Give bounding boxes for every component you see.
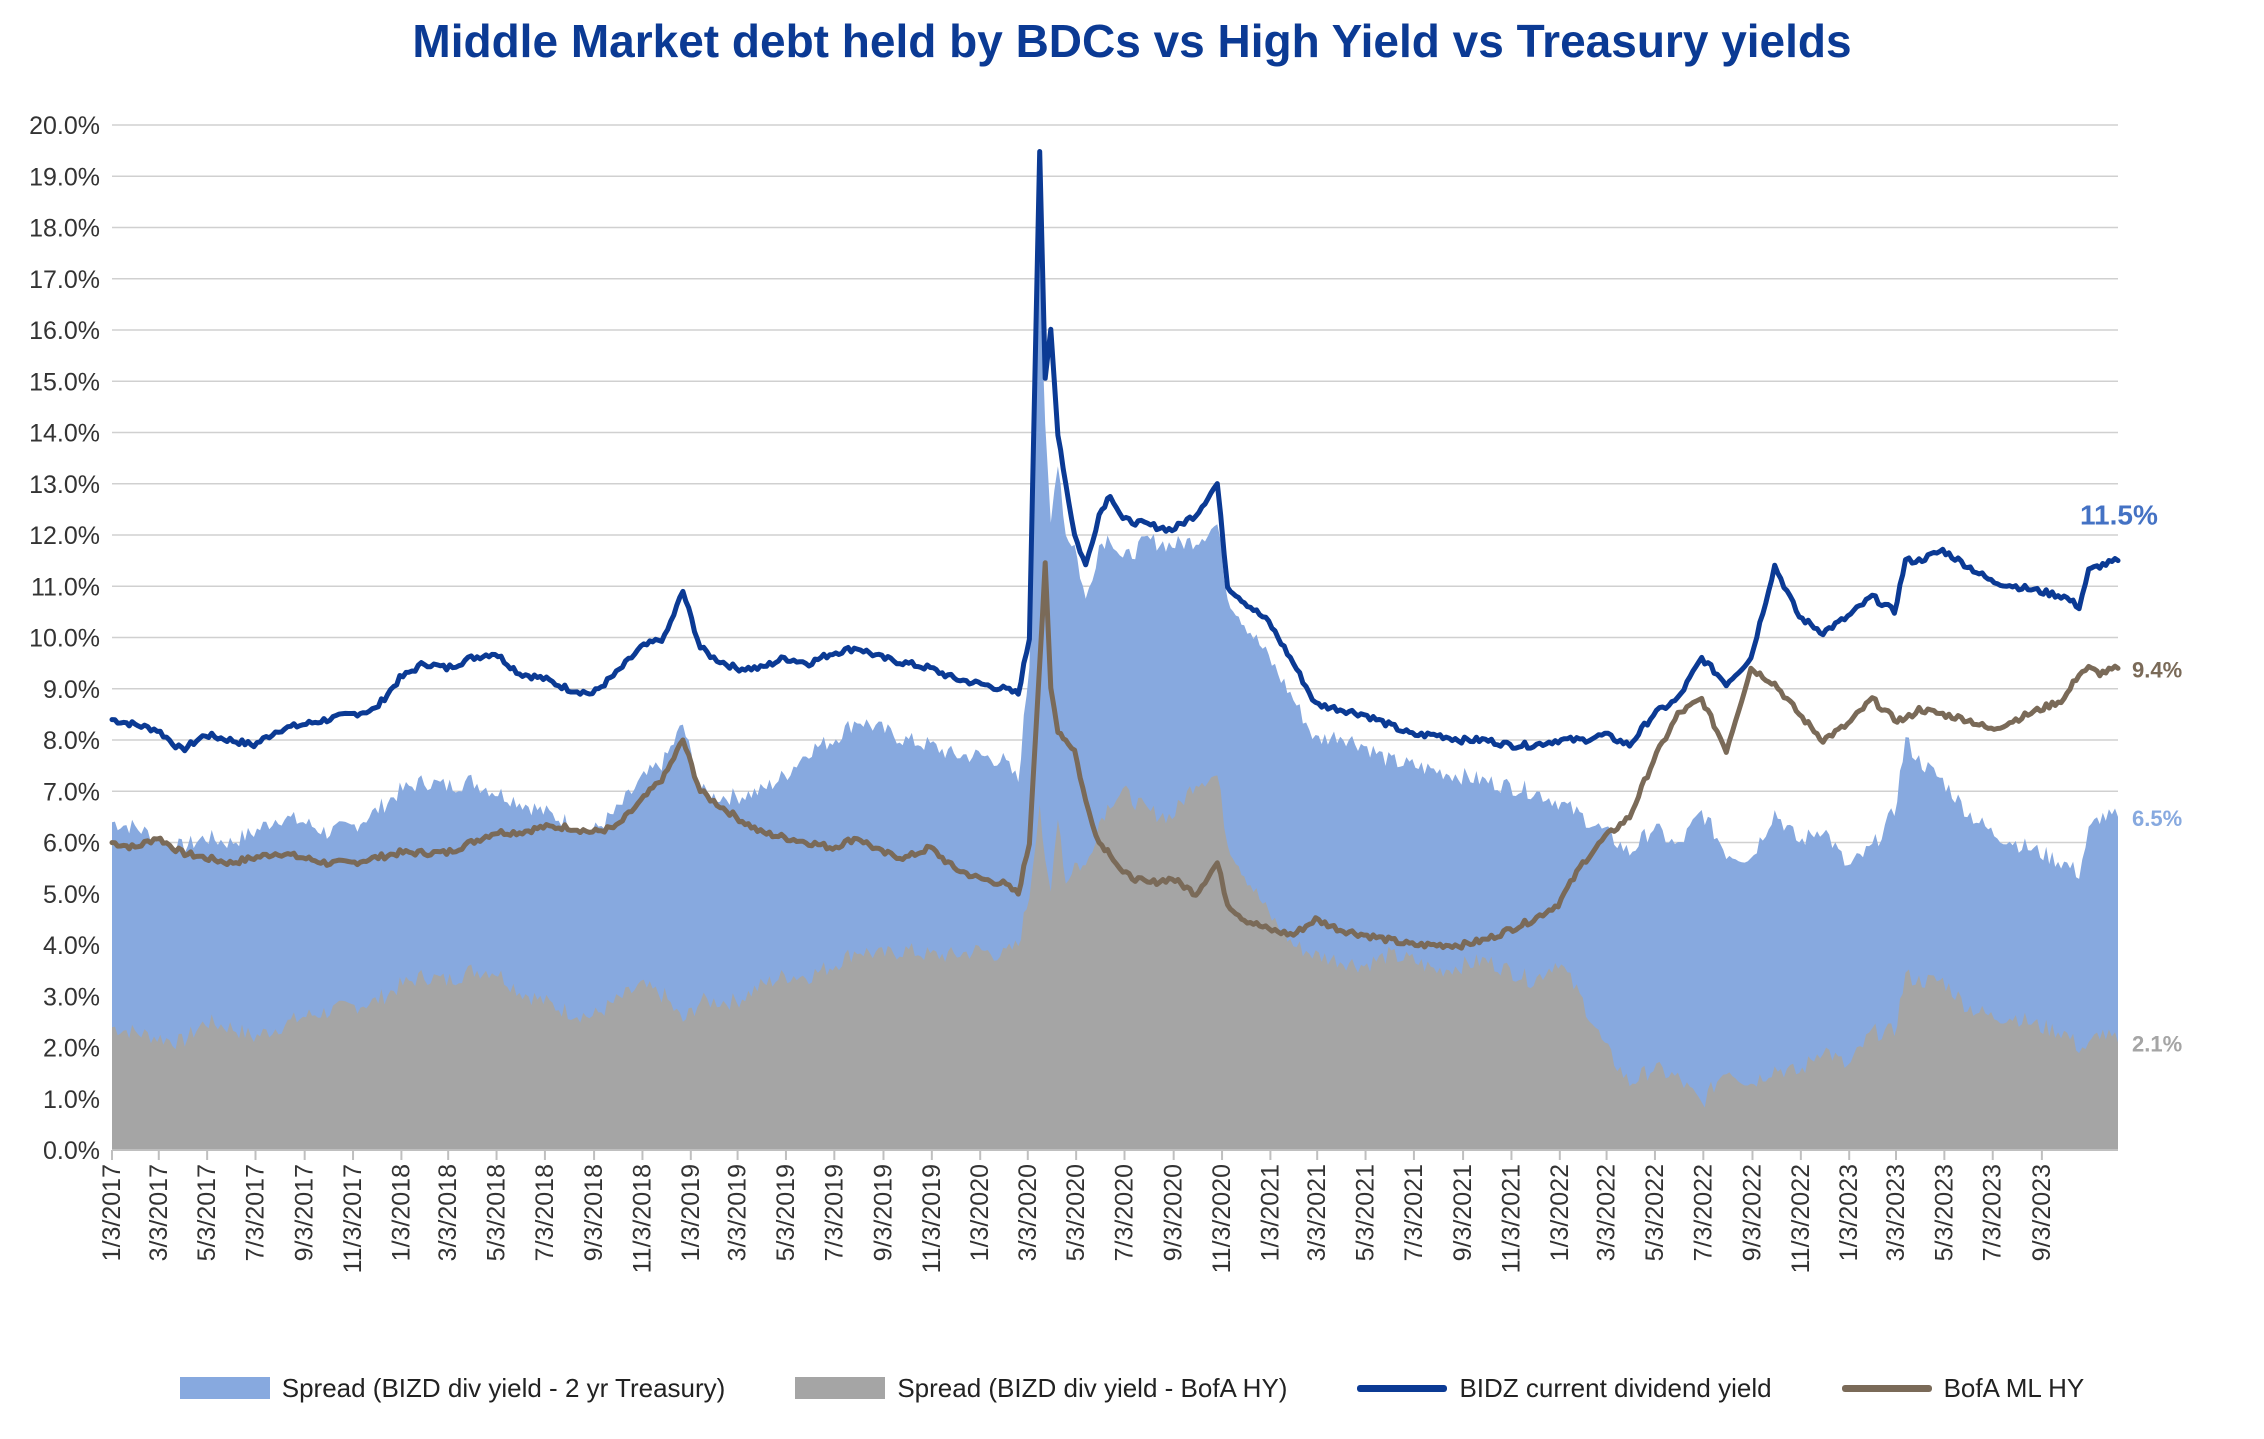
x-tick-label: 5/3/2023 — [1930, 1164, 1958, 1261]
area-spread-treasury — [112, 255, 2118, 1151]
x-tick-label: 7/3/2023 — [1979, 1164, 2007, 1261]
y-tick-label: 15.0% — [29, 368, 100, 396]
x-tick-label: 5/3/2017 — [193, 1164, 221, 1261]
x-tick-label: 7/3/2022 — [1689, 1164, 1717, 1261]
legend-item-spread-treasury: Spread (BIZD div yield - 2 yr Treasury) — [179, 1372, 726, 1404]
x-tick-label: 1/3/2022 — [1546, 1164, 1574, 1261]
y-tick-label: 4.0% — [43, 932, 100, 960]
y-tick-label: 12.0% — [29, 522, 100, 550]
legend: Spread (BIZD div yield - 2 yr Treasury) … — [0, 1368, 2264, 1408]
y-tick-label: 0.0% — [43, 1137, 100, 1165]
x-tick-label: 3/3/2021 — [1303, 1164, 1331, 1261]
x-tick-label: 9/3/2022 — [1738, 1164, 1766, 1261]
x-tick-label: 1/3/2023 — [1835, 1164, 1863, 1261]
y-tick-label: 1.0% — [43, 1086, 100, 1114]
x-tick-label: 9/3/2019 — [869, 1164, 897, 1261]
x-tick-label: 11/3/2018 — [628, 1164, 656, 1273]
x-tick-label: 7/3/2019 — [820, 1164, 848, 1261]
y-tick-label: 17.0% — [29, 266, 100, 294]
x-tick-label: 9/3/2021 — [1449, 1164, 1477, 1261]
line-series-group — [109, 149, 2121, 951]
area-series-group — [112, 255, 2118, 1151]
y-tick-label: 16.0% — [29, 317, 100, 345]
y-tick-labels: 20.0% 19.0% 18.0% 17.0% 16.0% 15.0% 14.0% 13.0%… — [29, 112, 100, 1165]
y-tick-label: 9.0% — [43, 676, 100, 704]
end-labels: 11.5% 9.4% 6.5% 2.1% — [2080, 500, 2182, 1057]
x-tick-label: 5/3/2021 — [1352, 1164, 1380, 1261]
area-spread-hy — [112, 775, 2118, 1150]
x-tick-labels: 1/3/2017 3/3/2017 5/3/2017 7/3/2017 9/3/2017… — [98, 1164, 2056, 1273]
legend-label-spread-hy: Spread (BIZD div yield - BofA HY) — [897, 1372, 1288, 1403]
x-tick-label: 3/3/2022 — [1593, 1164, 1621, 1261]
axes — [111, 1149, 2118, 1160]
x-tick-label: 1/3/2021 — [1256, 1164, 1284, 1261]
x-tick-label: 3/3/2023 — [1882, 1164, 1910, 1261]
y-tick-label: 2.0% — [43, 1035, 100, 1063]
x-tick-label: 3/3/2017 — [145, 1164, 173, 1261]
line-bofa-ml-hy — [109, 560, 2121, 951]
legend-label-spread-treasury: Spread (BIZD div yield - 2 yr Treasury) — [281, 1372, 726, 1403]
y-tick-label: 11.0% — [31, 573, 100, 601]
x-tick-label: 9/3/2018 — [580, 1164, 608, 1261]
x-tick-label: 5/3/2018 — [483, 1164, 511, 1261]
y-tick-label: 19.0% — [29, 163, 100, 191]
legend-swatch-bofa-hy — [1841, 1384, 1932, 1392]
x-tick-label: 11/3/2022 — [1787, 1164, 1815, 1273]
x-tick-label: 1/3/2018 — [387, 1164, 415, 1261]
x-tick-label: 11/3/2019 — [918, 1164, 946, 1273]
x-tick-label: 3/3/2018 — [434, 1164, 462, 1261]
y-tick-label: 8.0% — [43, 727, 100, 755]
x-tick-label: 9/3/2017 — [291, 1164, 319, 1261]
legend-swatch-bidz-yield — [1357, 1384, 1448, 1392]
legend-swatch-spread-treasury — [179, 1377, 270, 1399]
y-tick-label: 20.0% — [29, 112, 100, 140]
x-tick-label: 11/3/2017 — [339, 1164, 367, 1273]
x-tick-label: 1/3/2017 — [98, 1164, 126, 1261]
x-tick-label: 7/3/2018 — [531, 1164, 559, 1261]
x-tick-label: 11/3/2020 — [1208, 1164, 1236, 1273]
y-tick-label: 6.0% — [43, 830, 100, 858]
chart-title: Middle Market debt held by BDCs vs High … — [412, 15, 1852, 67]
end-label: 6.5% — [2132, 806, 2182, 831]
y-tick-label: 18.0% — [29, 215, 100, 243]
line-bidz-dividend-yield — [109, 149, 2121, 754]
end-label: 9.4% — [2132, 657, 2182, 682]
x-tick-label: 7/3/2020 — [1111, 1164, 1139, 1261]
x-tick-label: 3/3/2019 — [724, 1164, 752, 1261]
x-tick-label: 9/3/2023 — [2028, 1164, 2056, 1261]
legend-label-bidz-yield: BIDZ current dividend yield — [1459, 1372, 1772, 1403]
y-tick-label: 7.0% — [43, 778, 100, 806]
x-tick-label: 1/3/2020 — [966, 1164, 994, 1261]
x-tick-label: 5/3/2020 — [1062, 1164, 1090, 1261]
y-tick-label: 14.0% — [29, 420, 100, 448]
x-tick-label: 5/3/2022 — [1641, 1164, 1669, 1261]
x-tick-label: 7/3/2017 — [242, 1164, 270, 1261]
y-tick-label: 10.0% — [29, 625, 100, 653]
end-label: 2.1% — [2132, 1031, 2182, 1056]
x-tick-label: 11/3/2021 — [1497, 1164, 1525, 1273]
y-tick-label: 13.0% — [29, 471, 100, 499]
x-tick-label: 9/3/2020 — [1160, 1164, 1188, 1261]
end-label: 11.5% — [2080, 500, 2158, 531]
x-tick-label: 1/3/2019 — [677, 1164, 705, 1261]
legend-item-bofa-hy: BofA ML HY — [1841, 1372, 2085, 1404]
y-tick-label: 5.0% — [43, 881, 100, 909]
legend-label-bofa-hy: BofA ML HY — [1943, 1372, 2085, 1403]
x-tick-label: 7/3/2021 — [1400, 1164, 1428, 1261]
x-tick-label: 3/3/2020 — [1014, 1164, 1042, 1261]
legend-item-bidz-yield: BIDZ current dividend yield — [1357, 1372, 1772, 1404]
x-tick-label: 5/3/2019 — [772, 1164, 800, 1261]
legend-item-spread-hy: Spread (BIZD div yield - BofA HY) — [795, 1373, 1287, 1404]
legend-swatch-spread-hy — [795, 1377, 886, 1399]
y-tick-label: 3.0% — [43, 983, 100, 1011]
